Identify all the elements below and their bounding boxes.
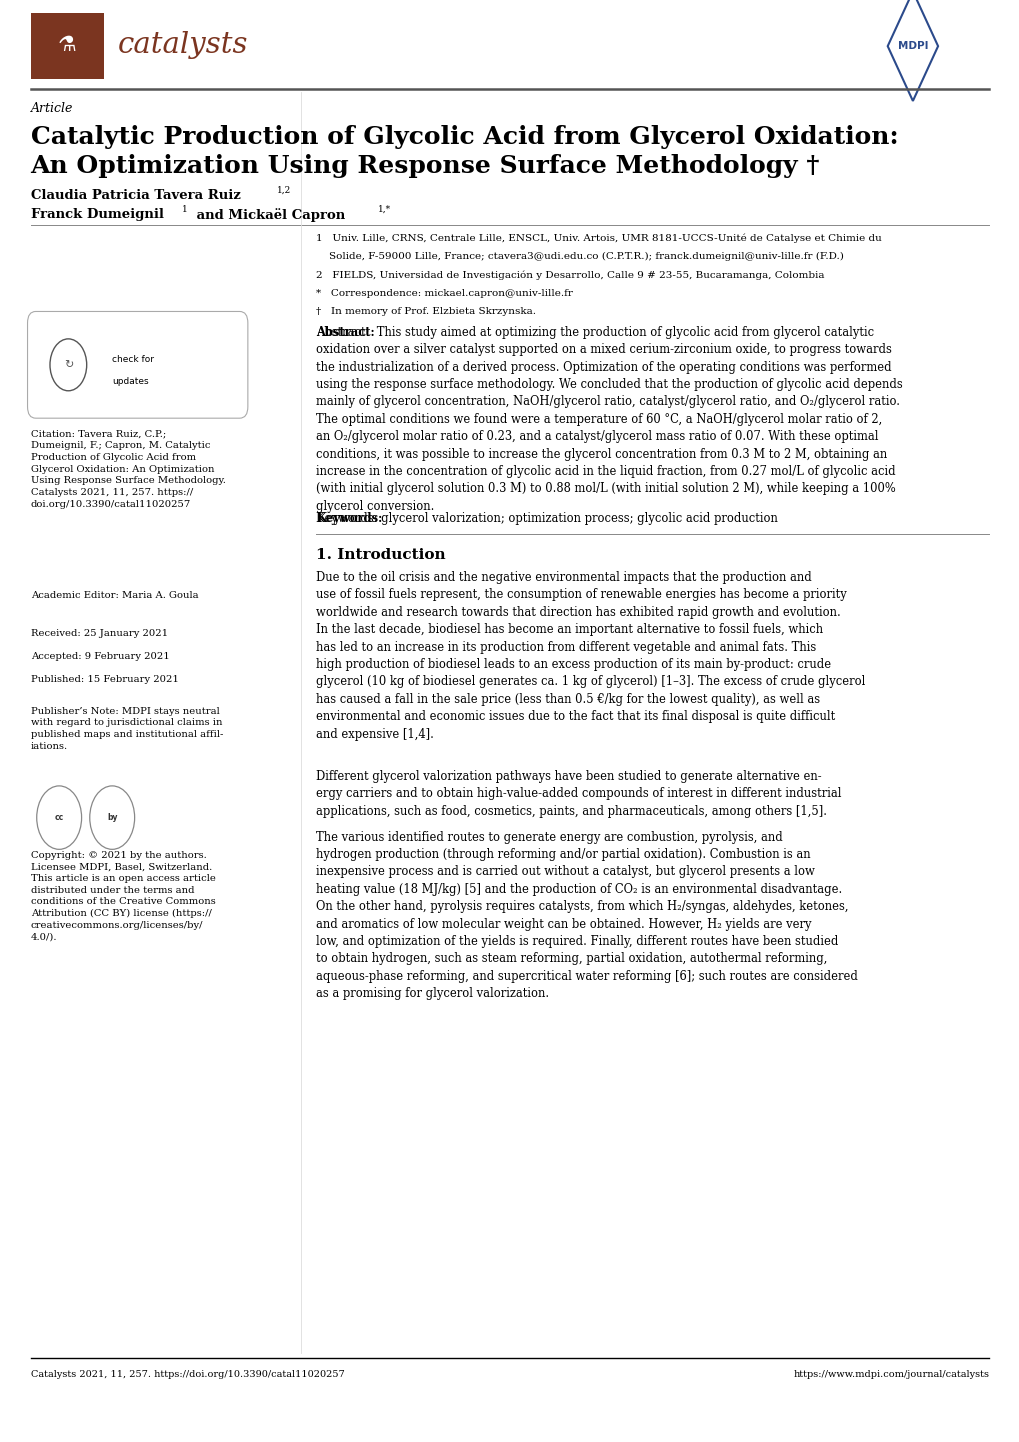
Text: cc: cc	[54, 813, 64, 822]
Text: 1. Introduction: 1. Introduction	[316, 548, 445, 562]
Text: 1: 1	[181, 205, 187, 213]
Text: Accepted: 9 February 2021: Accepted: 9 February 2021	[31, 652, 169, 660]
Text: 1,2: 1,2	[277, 186, 291, 195]
Text: *   Correspondence: mickael.capron@univ-lille.fr: * Correspondence: mickael.capron@univ-li…	[316, 288, 573, 298]
FancyBboxPatch shape	[31, 13, 104, 79]
Text: Keywords: glycerol valorization; optimization process; glycolic acid production: Keywords: glycerol valorization; optimiz…	[316, 512, 777, 525]
Text: Academic Editor: Maria A. Goula: Academic Editor: Maria A. Goula	[31, 591, 198, 600]
Text: MDPI: MDPI	[897, 42, 927, 50]
Text: https://www.mdpi.com/journal/catalysts: https://www.mdpi.com/journal/catalysts	[793, 1370, 988, 1379]
Text: Different glycerol valorization pathways have been studied to generate alternati: Different glycerol valorization pathways…	[316, 770, 841, 818]
Text: Abstract:  This study aimed at optimizing the production of glycolic acid from g: Abstract: This study aimed at optimizing…	[316, 326, 902, 513]
Text: Citation: Tavera Ruiz, C.P.;
Dumeignil, F.; Capron, M. Catalytic
Production of G: Citation: Tavera Ruiz, C.P.; Dumeignil, …	[31, 430, 225, 509]
Circle shape	[37, 786, 82, 849]
Text: Publisher’s Note: MDPI stays neutral
with regard to jurisdictional claims in
pub: Publisher’s Note: MDPI stays neutral wit…	[31, 707, 223, 750]
Text: and Mickaël Capron: and Mickaël Capron	[192, 208, 350, 222]
Text: Abstract:: Abstract:	[316, 326, 375, 339]
Text: updates: updates	[112, 378, 149, 386]
Text: Received: 25 January 2021: Received: 25 January 2021	[31, 629, 167, 637]
Text: †   In memory of Prof. Elzbieta Skrzynska.: † In memory of Prof. Elzbieta Skrzynska.	[316, 307, 536, 316]
Text: Abstract:  This study aimed at optimizing the production of glycolic acid from g: Abstract: This study aimed at optimizing…	[316, 326, 902, 513]
Text: Claudia Patricia Tavera Ruiz: Claudia Patricia Tavera Ruiz	[31, 189, 245, 202]
Text: The various identified routes to generate energy are combustion, pyrolysis, and
: The various identified routes to generat…	[316, 831, 857, 1001]
Text: Catalysts 2021, 11, 257. https://doi.org/10.3390/catal11020257: Catalysts 2021, 11, 257. https://doi.org…	[31, 1370, 344, 1379]
Text: Due to the oil crisis and the negative environmental impacts that the production: Due to the oil crisis and the negative e…	[316, 571, 865, 741]
Text: check for: check for	[112, 355, 154, 363]
Text: Franck Dumeignil: Franck Dumeignil	[31, 208, 168, 221]
Text: 1   Univ. Lille, CRNS, Centrale Lille, ENSCL, Univ. Artois, UMR 8181-UCCS-Unité : 1 Univ. Lille, CRNS, Centrale Lille, ENS…	[316, 234, 881, 244]
Text: Keywords:: Keywords:	[316, 512, 382, 525]
Text: by: by	[107, 813, 117, 822]
Text: ⚗: ⚗	[58, 36, 76, 55]
Text: An Optimization Using Response Surface Methodology †: An Optimization Using Response Surface M…	[31, 154, 819, 179]
Text: Published: 15 February 2021: Published: 15 February 2021	[31, 675, 178, 684]
Text: catalysts: catalysts	[117, 32, 248, 59]
Text: 1,*: 1,*	[378, 205, 391, 213]
Text: Copyright: © 2021 by the authors.
Licensee MDPI, Basel, Switzerland.
This articl: Copyright: © 2021 by the authors. Licens…	[31, 851, 215, 942]
Text: Article: Article	[31, 102, 73, 115]
Circle shape	[90, 786, 135, 849]
Text: Solide, F-59000 Lille, France; ctavera3@udi.edu.co (C.P.T.R.); franck.dumeignil@: Solide, F-59000 Lille, France; ctavera3@…	[316, 252, 844, 261]
FancyBboxPatch shape	[28, 311, 248, 418]
Text: ↻: ↻	[63, 360, 73, 369]
Text: Catalytic Production of Glycolic Acid from Glycerol Oxidation:: Catalytic Production of Glycolic Acid fr…	[31, 125, 898, 150]
Text: 2   FIELDS, Universidad de Investigación y Desarrollo, Calle 9 # 23-55, Bucarama: 2 FIELDS, Universidad de Investigación y…	[316, 271, 824, 280]
